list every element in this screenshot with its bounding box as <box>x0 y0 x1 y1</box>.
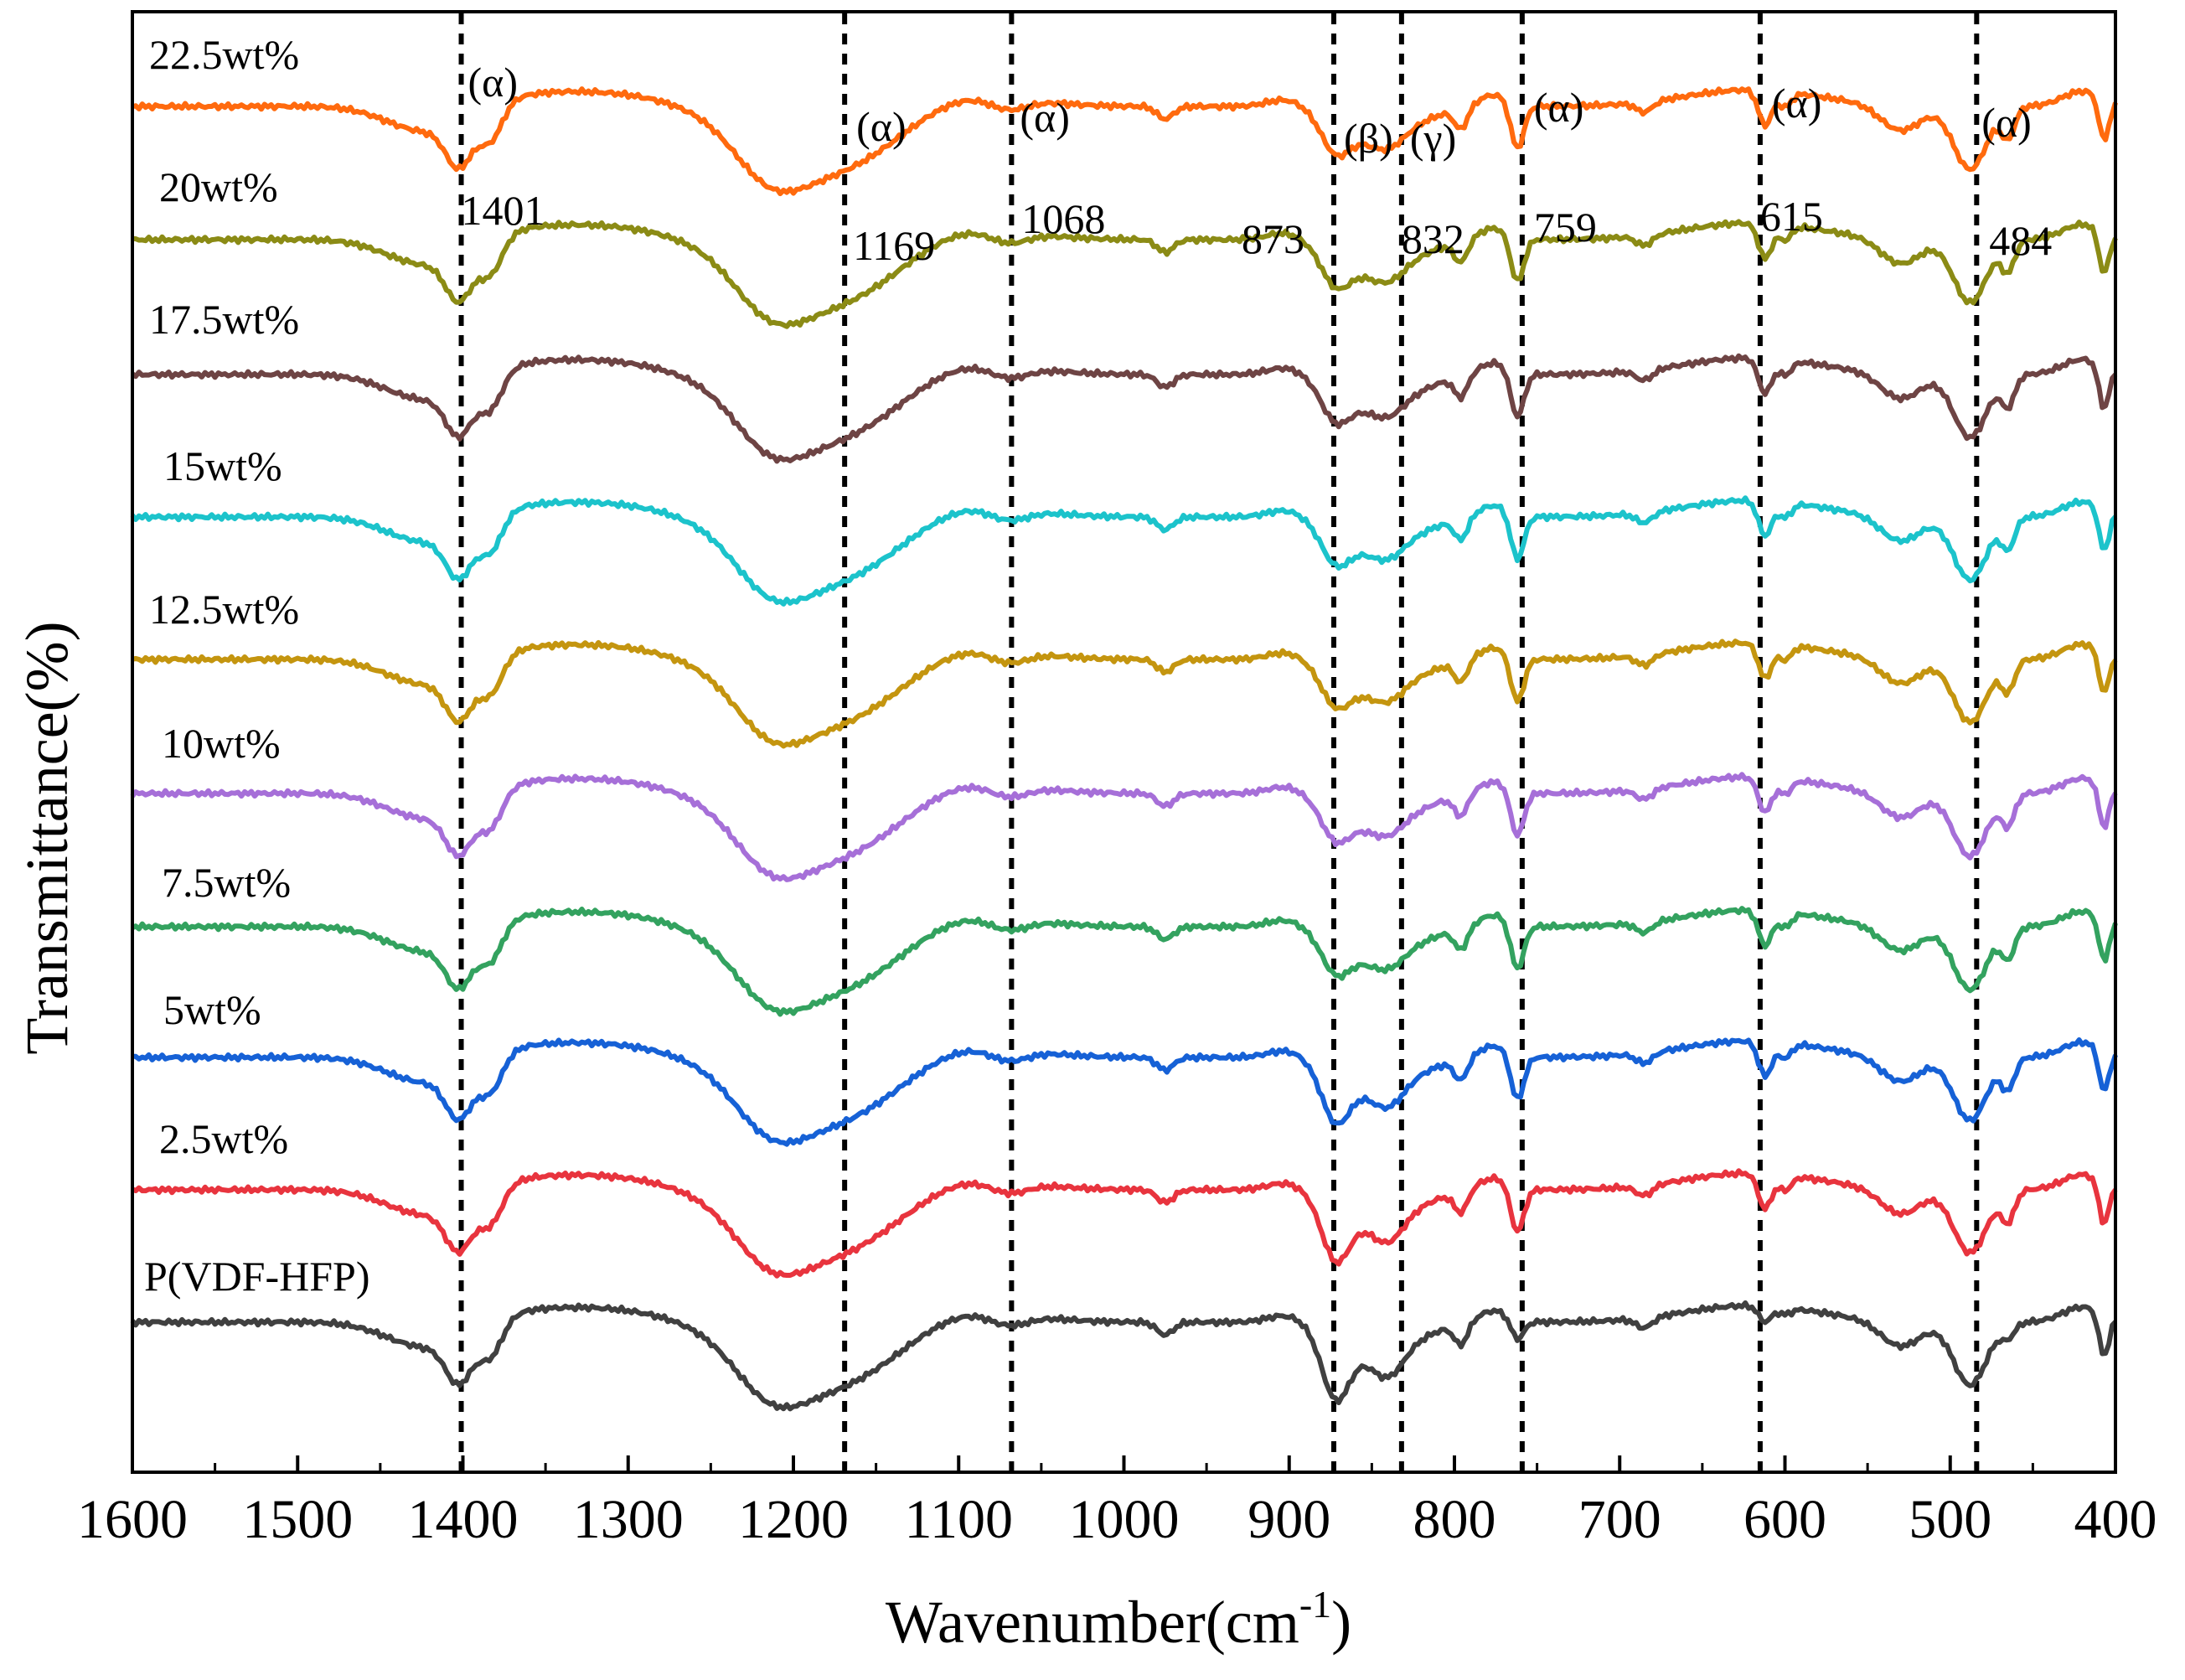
series-label: 10wt% <box>162 720 281 767</box>
series-line <box>130 772 2118 882</box>
phase-label: (α) <box>468 59 519 106</box>
phase-label: (γ) <box>1410 115 1456 162</box>
wavenumber-label: 615 <box>1760 193 1823 240</box>
wavenumber-label: 1401 <box>462 187 545 234</box>
x-axis-label: Wavenumber(cm-1) <box>886 1583 1351 1656</box>
x-tick-label: 500 <box>1909 1489 1991 1550</box>
series-label: 17.5wt% <box>149 296 299 343</box>
phase-label: (α) <box>1981 99 2032 146</box>
reference-lines <box>458 13 1980 1471</box>
y-axis-label: Transmittance(%) <box>13 621 80 1054</box>
spectra <box>130 86 2118 1412</box>
phase-label: (α) <box>1772 80 1822 127</box>
x-tick-label: 1400 <box>408 1489 519 1550</box>
series-line <box>130 1300 2118 1412</box>
x-tick-label: 1200 <box>738 1489 849 1550</box>
series-label: 15wt% <box>163 442 282 489</box>
series-label: 2.5wt% <box>159 1115 288 1162</box>
axes: 1600 1500 1400 1300 1200 1100 1000 900 800 700 600… <box>77 10 2157 1550</box>
x-tick-label: 1000 <box>1069 1489 1180 1550</box>
wavenumber-label: 873 <box>1242 215 1304 262</box>
phase-label: (α) <box>1020 94 1070 141</box>
series-label: 22.5wt% <box>149 31 299 78</box>
series-line <box>130 495 2118 607</box>
phase-label: (α) <box>1534 84 1584 131</box>
wavenumber-label: 1169 <box>853 222 935 269</box>
wavenumber-label: 832 <box>1402 215 1464 262</box>
series-line <box>131 1168 2118 1279</box>
annotations: (α) 1401 (α) 1169 (α) 1068 (β) 873 (γ) 832 (α) 759 (… <box>462 59 2053 269</box>
x-tick-label: 600 <box>1743 1489 1826 1550</box>
series-line <box>131 906 2118 1017</box>
phase-label: (α) <box>856 103 906 150</box>
series-label: P(VDF-HFP) <box>144 1253 370 1300</box>
wavenumber-label: 484 <box>1989 217 2052 264</box>
series-line <box>131 353 2118 464</box>
phase-label: (β) <box>1344 115 1393 162</box>
x-tick-label: 800 <box>1413 1489 1496 1550</box>
series-label: 20wt% <box>159 163 278 210</box>
series-line <box>132 219 2118 329</box>
x-tick-label: 700 <box>1578 1489 1661 1550</box>
x-tick-label: 900 <box>1247 1489 1330 1550</box>
series-label: 5wt% <box>163 986 261 1033</box>
series-label: 7.5wt% <box>162 859 291 906</box>
x-tick-label: 1500 <box>242 1489 353 1550</box>
wavenumber-label: 1068 <box>1021 195 1105 242</box>
series-line <box>132 86 2118 197</box>
series-line <box>132 638 2118 749</box>
series-labels: 22.5wt% 20wt% 17.5wt% 15wt% 12.5wt% 10wt% 7.5w… <box>144 31 370 1300</box>
series-line <box>132 1037 2118 1147</box>
x-tick-label: 1600 <box>77 1489 188 1550</box>
x-tick-label: 1100 <box>904 1489 1013 1550</box>
series-label: 12.5wt% <box>149 586 299 633</box>
x-tick-label: 400 <box>2074 1489 2157 1550</box>
x-tick-label: 1300 <box>573 1489 684 1550</box>
wavenumber-label: 759 <box>1534 204 1597 251</box>
